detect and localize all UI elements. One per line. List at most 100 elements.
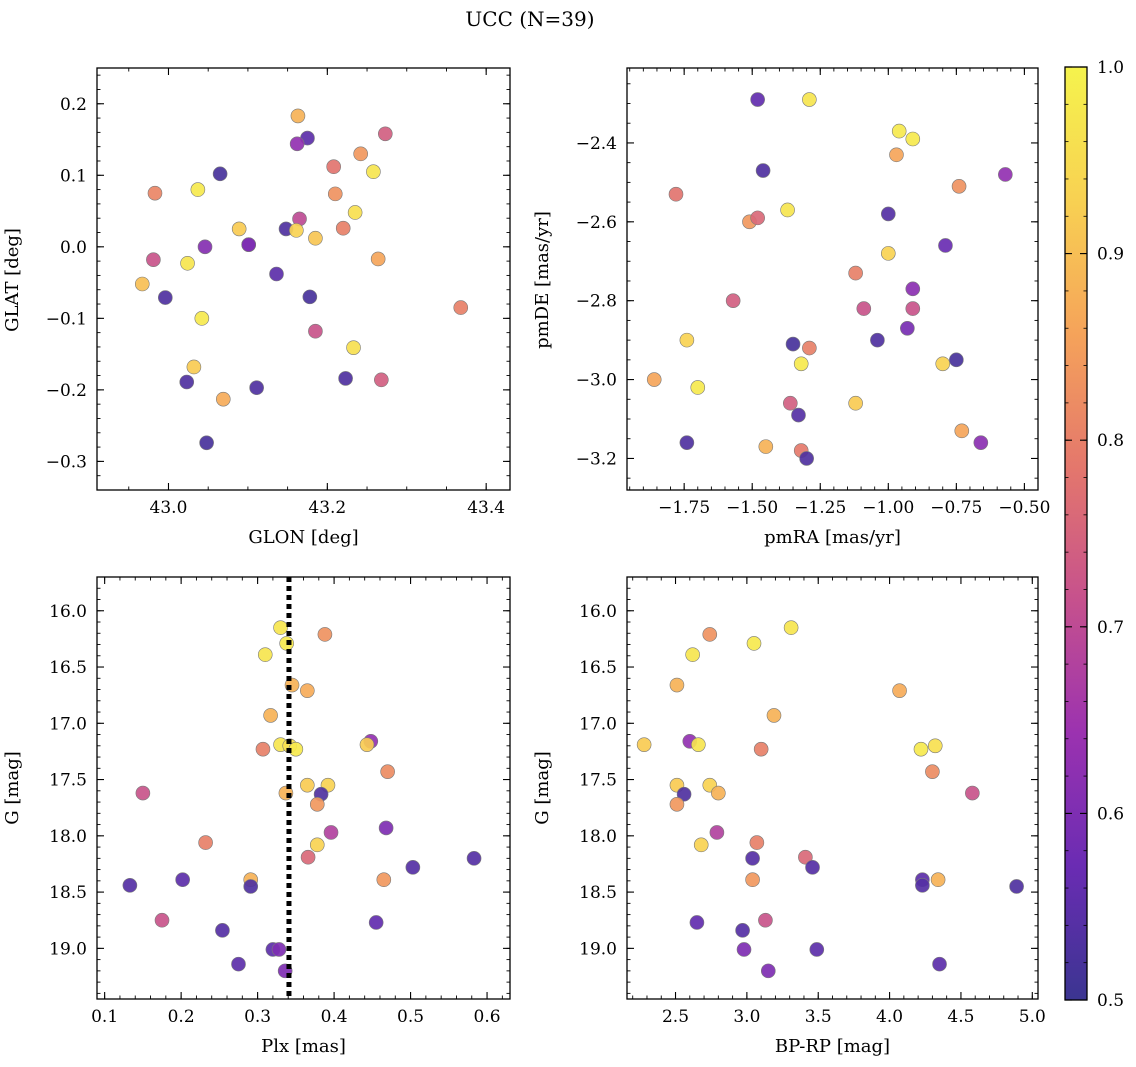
scatter-point: [378, 126, 393, 142]
scatter-point: [263, 708, 278, 723]
x-tick-label: 0.6: [474, 1007, 501, 1027]
scatter-point: [689, 915, 705, 930]
y-tick-label: 17.5: [49, 771, 87, 791]
points: [134, 108, 469, 451]
y-tick-label: −0.2: [46, 381, 87, 401]
y-tick-label: −3.0: [576, 371, 617, 391]
x-tick-label: 0.2: [168, 1007, 195, 1027]
scatter-point: [735, 923, 750, 938]
scatter-point: [758, 912, 773, 928]
y-tick-label: 18.0: [49, 827, 87, 847]
scatter-point: [302, 289, 318, 305]
x-axis-label: pmRA [mas/yr]: [764, 527, 901, 548]
scatter-point: [309, 837, 325, 853]
axes-frame: [626, 67, 1039, 491]
scatter-point: [679, 435, 695, 450]
x-tick-label: −1.25: [794, 498, 846, 518]
y-tick-label: 17.0: [579, 714, 617, 734]
panels: 43.0 43.2 43.4 −0.3 −0.2 −0.1 0.0 0.1 0.2 GLON [d…: [2, 67, 1050, 1057]
x-tick-label: 4.0: [876, 1007, 903, 1027]
y-axis-label: pmDE [mas/yr]: [532, 211, 553, 349]
scatter-point: [180, 255, 195, 271]
y-tick-label: 0.1: [60, 166, 87, 186]
scatter-point: [685, 647, 700, 662]
scatter-point: [805, 860, 820, 875]
scatter-point: [326, 159, 341, 175]
colorbar-tick-label: 0.7: [1097, 618, 1124, 638]
scatter-point: [915, 878, 930, 893]
scatter-point: [323, 825, 339, 840]
y-tick-label: 16.5: [49, 658, 87, 678]
scatter-point: [300, 683, 315, 698]
colorbar-tick-label: 0.9: [1097, 245, 1124, 265]
scatter-point: [930, 872, 946, 888]
scatter-point: [231, 221, 247, 237]
figure-title: UCC (N=39): [465, 7, 594, 31]
scatter-point: [346, 340, 361, 355]
y-tick-label: 19.0: [579, 939, 617, 959]
scatter-point: [317, 627, 333, 642]
x-tick-label: 43.4: [467, 498, 505, 518]
scatter-point: [693, 837, 709, 853]
scatter-point: [702, 627, 718, 642]
scatter-point: [935, 356, 951, 372]
scatter-point: [998, 167, 1013, 182]
scatter-point: [249, 380, 264, 396]
y-tick-label: −2.4: [576, 134, 617, 154]
points: [122, 620, 482, 979]
scatter-point: [809, 942, 825, 957]
scatter-point: [745, 851, 760, 866]
y-tick-label: 18.5: [49, 883, 87, 903]
scatter-point: [376, 872, 392, 888]
scatter-point: [327, 186, 343, 202]
scatter-point: [289, 223, 304, 238]
scatter-point: [255, 741, 271, 757]
scatter-point: [711, 785, 726, 801]
scatter-point: [905, 281, 921, 297]
scatter-point: [889, 147, 904, 163]
scatter-point: [783, 395, 798, 411]
x-tick-label: −0.75: [930, 498, 982, 518]
scatter-point: [147, 185, 163, 201]
scatter-point: [190, 182, 206, 197]
scatter-point: [745, 872, 760, 888]
scatter-point: [453, 300, 469, 315]
scatter-point: [880, 206, 896, 222]
scatter-point: [405, 860, 421, 875]
scatter-point: [755, 163, 771, 178]
scatter-point: [691, 737, 706, 752]
scatter-point: [760, 963, 776, 979]
scatter-point: [308, 230, 323, 246]
x-tick-label: 5.0: [1019, 1007, 1046, 1027]
y-axis-label: G [mag]: [2, 751, 23, 824]
scatter-point: [289, 136, 305, 152]
x-tick-label: 0.4: [321, 1007, 348, 1027]
scatter-point: [783, 620, 799, 635]
x-axis-label: BP-RP [mag]: [775, 1036, 890, 1057]
scatter-point: [368, 915, 384, 930]
panel-parallax-magnitude: 0.1 0.2 0.3 0.4 0.5 0.6 16.0 16.5 17.0 17.5 18.0 18…: [2, 576, 511, 1057]
colorbar-frame: [1064, 66, 1088, 1001]
scatter-point: [905, 301, 921, 316]
scatter-point: [646, 372, 662, 387]
scatter-point: [198, 835, 213, 850]
y-tick-label: 16.0: [49, 602, 87, 622]
y-tick-label: 18.0: [579, 827, 617, 847]
scatter-point: [780, 202, 795, 218]
y-tick-label: 17.0: [49, 714, 87, 734]
x-tick-label: 0.5: [397, 1007, 424, 1027]
scatter-point: [215, 923, 230, 938]
scatter-point: [335, 220, 351, 236]
scatter-point: [927, 738, 943, 754]
scatter-point: [791, 407, 806, 423]
scatter-point: [793, 356, 809, 372]
scatter-point: [243, 879, 259, 894]
y-tick-label: 0.0: [60, 238, 87, 258]
scatter-point: [938, 238, 953, 253]
panel-galactic-coordinates: 43.0 43.2 43.4 −0.3 −0.2 −0.1 0.0 0.1 0.2 GLON [d…: [2, 67, 511, 548]
y-tick-label: 17.5: [579, 771, 617, 791]
y-axis-label: G [mag]: [532, 751, 553, 824]
scatter-point: [880, 246, 896, 261]
scatter-point: [965, 785, 980, 801]
scatter-point: [669, 677, 685, 693]
